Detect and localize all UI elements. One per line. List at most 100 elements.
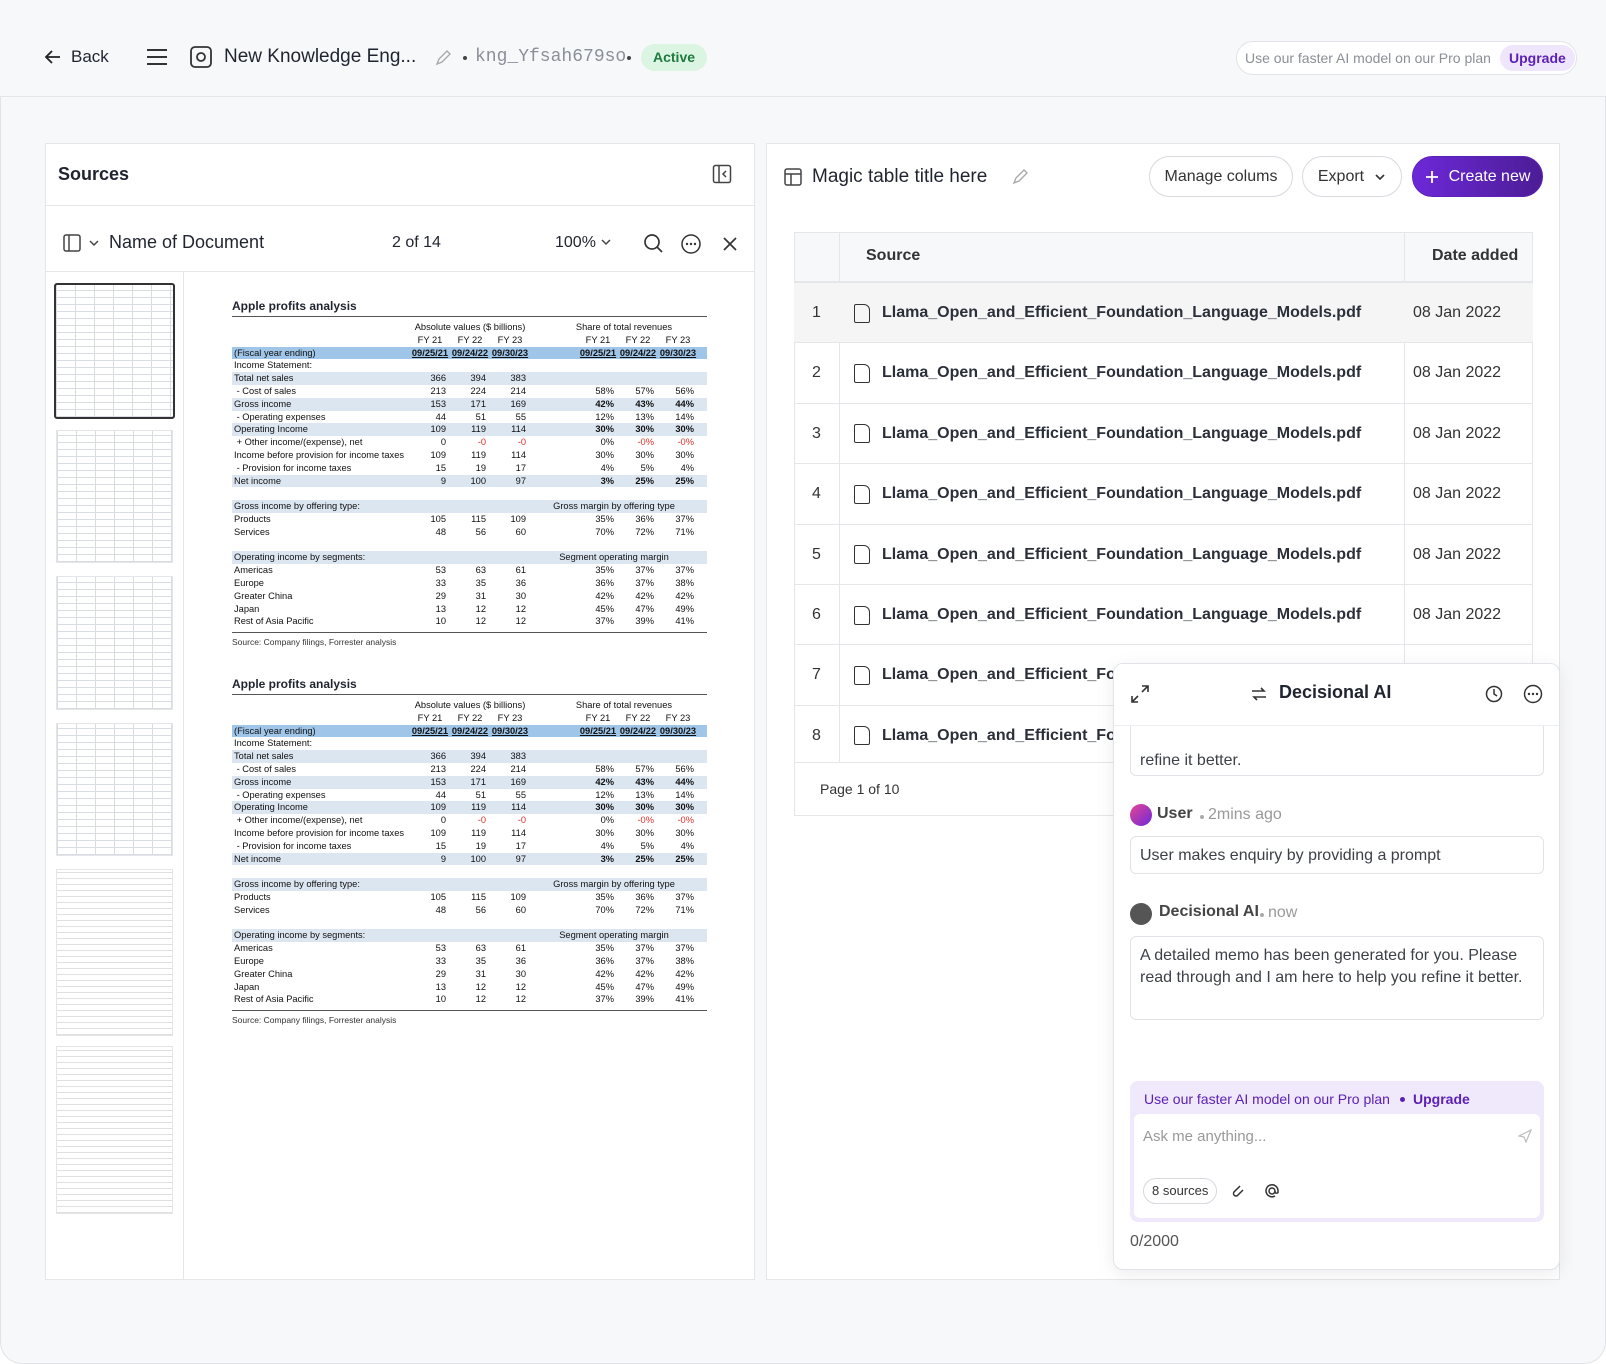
send-icon[interactable]	[1518, 1129, 1532, 1143]
row-label: - Cost of sales	[234, 764, 297, 774]
table-row[interactable]: 6 Llama_Open_and_Efficient_Foundation_Lan…	[794, 584, 1533, 645]
row-value: 48	[435, 904, 446, 915]
back-icon[interactable]	[44, 48, 62, 66]
row-value: 30%	[675, 828, 694, 838]
project-title: New Knowledge Eng...	[224, 46, 417, 67]
table-row: + Other income/(expense), net 0 -0 -0 0% -0% -…	[232, 814, 707, 827]
year-label: FY 23	[665, 334, 691, 345]
upgrade-link[interactable]: Upgrade	[1413, 1091, 1470, 1107]
row-label: - Operating expenses	[234, 411, 326, 422]
group-header: Absolute values ($ billions)	[414, 322, 526, 333]
zoom-chevron[interactable]	[600, 236, 612, 248]
page-thumbnail[interactable]	[56, 869, 173, 1036]
edit-icon[interactable]	[1011, 168, 1029, 186]
table-row[interactable]: 4 Llama_Open_and_Efficient_Foundation_Lan…	[794, 463, 1533, 524]
row-value: 36%	[635, 514, 654, 524]
table-row: - Operating expenses 44 51 55 12% 13% 14%	[232, 411, 707, 424]
fiscal-date: 09/30/23	[491, 347, 529, 358]
fiscal-date: 09/24/22	[619, 725, 657, 736]
row-value: 48	[435, 526, 446, 537]
input-placeholder[interactable]: Ask me anything...	[1143, 1128, 1267, 1145]
page-thumbnail[interactable]	[56, 576, 173, 710]
back-button[interactable]: Back	[71, 47, 109, 66]
export-button[interactable]: Export	[1302, 156, 1402, 197]
zoom-level[interactable]: 100%	[555, 234, 596, 251]
row-value: 36	[515, 578, 526, 588]
divider	[45, 205, 755, 206]
row-value: 153	[430, 776, 446, 787]
page-thumbnail[interactable]	[56, 430, 173, 563]
button-label[interactable]: Create new	[1448, 167, 1531, 185]
row-value: 17	[515, 840, 526, 851]
table-row: Products 105 115 109 35% 36% 37%	[232, 891, 707, 904]
fiscal-date: 09/24/22	[451, 347, 489, 358]
year-label: FY 22	[625, 712, 651, 723]
row-value: 56%	[675, 764, 694, 774]
engine-icon	[190, 46, 212, 68]
chat-tools[interactable]	[1485, 683, 1545, 705]
plus-icon[interactable]	[1425, 170, 1439, 184]
block-note: Gross margin by offering type	[553, 879, 675, 890]
column-header[interactable]: Source	[866, 247, 921, 264]
fiscal-date: 09/30/23	[659, 725, 697, 736]
row-value: 44%	[675, 776, 694, 787]
table-row: Japan 13 12 12 45% 47% 49%	[232, 981, 707, 994]
group-header: Share of total revenues	[575, 700, 673, 711]
row-value: 35	[475, 578, 486, 588]
block-label: Operating income by segments:	[234, 552, 366, 563]
table-row: Products 105 115 109 35% 36% 37%	[232, 513, 707, 526]
table-row: Japan 13 12 12 45% 47% 49%	[232, 603, 707, 616]
page-thumbnail[interactable]	[56, 1046, 173, 1214]
chevron[interactable]	[1374, 171, 1386, 183]
row-label: Rest of Asia Pacific	[234, 616, 314, 627]
year-label: FY 21	[417, 712, 443, 723]
table-row: Europe 33 35 36 36% 37% 38%	[232, 577, 707, 590]
row-value: 29	[435, 968, 446, 979]
menu-icon[interactable]	[146, 47, 168, 67]
button-label[interactable]: Export	[1317, 167, 1365, 185]
fiscal-date: 09/25/21	[411, 347, 449, 358]
upgrade-button[interactable]: Upgrade	[1500, 45, 1575, 71]
button-label[interactable]: Manage colums	[1164, 167, 1278, 185]
create-new-button[interactable]: Create new	[1412, 156, 1543, 197]
chat-input[interactable]	[1134, 1114, 1540, 1218]
row-value: 119	[471, 450, 486, 460]
edit-icon[interactable]	[434, 49, 452, 67]
row-value: 30	[515, 968, 526, 979]
year-label: FY 23	[497, 334, 523, 345]
sources-chip[interactable]: 8 sources	[1143, 1178, 1218, 1204]
collapse-icon[interactable]	[712, 164, 732, 184]
row-value: 119	[471, 802, 486, 813]
row-value: 70%	[595, 526, 614, 537]
separator	[1400, 1097, 1405, 1102]
row-value: 55	[515, 411, 526, 422]
file-name: Llama_Open_and_Efficient_Foundation_Lang…	[882, 485, 1362, 503]
row-label: Greater China	[234, 968, 293, 979]
viewer-tools[interactable]	[643, 233, 753, 255]
col-divider	[839, 232, 840, 762]
row-value: 56	[475, 904, 486, 915]
row-value: 105	[430, 514, 446, 524]
row-value: -0%	[637, 437, 654, 448]
sidebar-toggle[interactable]	[63, 234, 103, 252]
table-row[interactable]: 2 Llama_Open_and_Efficient_Foundation_Lan…	[794, 342, 1533, 403]
table-row[interactable]: 7 Llama_Open_and_Efficient_Fo	[794, 644, 1533, 705]
composer-tools[interactable]	[1230, 1183, 1280, 1199]
row-value: 15	[435, 462, 446, 473]
table-icon	[784, 168, 802, 186]
table-row: Services 48 56 60 70% 72% 71%	[232, 526, 707, 539]
expand-icon[interactable]	[1130, 684, 1150, 704]
file-name: Llama_Open_and_Efficient_Foundation_Lang…	[882, 304, 1362, 321]
page-thumbnail[interactable]	[54, 283, 175, 419]
row-value: 0%	[600, 815, 614, 826]
table-row[interactable]: 1 Llama_Open_and_Efficient_Foundation_Lan…	[794, 282, 1533, 343]
table-row[interactable]: 5 Llama_Open_and_Efficient_Foundation_Lan…	[794, 523, 1533, 585]
row-value: 33	[435, 956, 446, 966]
row-value: 57%	[635, 764, 654, 774]
manage-columns-button[interactable]: Manage colums	[1149, 156, 1293, 197]
page-thumbnail[interactable]	[56, 723, 173, 856]
column-header[interactable]: Date added	[1432, 247, 1519, 264]
row-index: 3	[812, 424, 821, 442]
char-counter: 0/2000	[1130, 1233, 1179, 1250]
table-row[interactable]: 3 Llama_Open_and_Efficient_Foundation_Lan…	[794, 402, 1533, 464]
